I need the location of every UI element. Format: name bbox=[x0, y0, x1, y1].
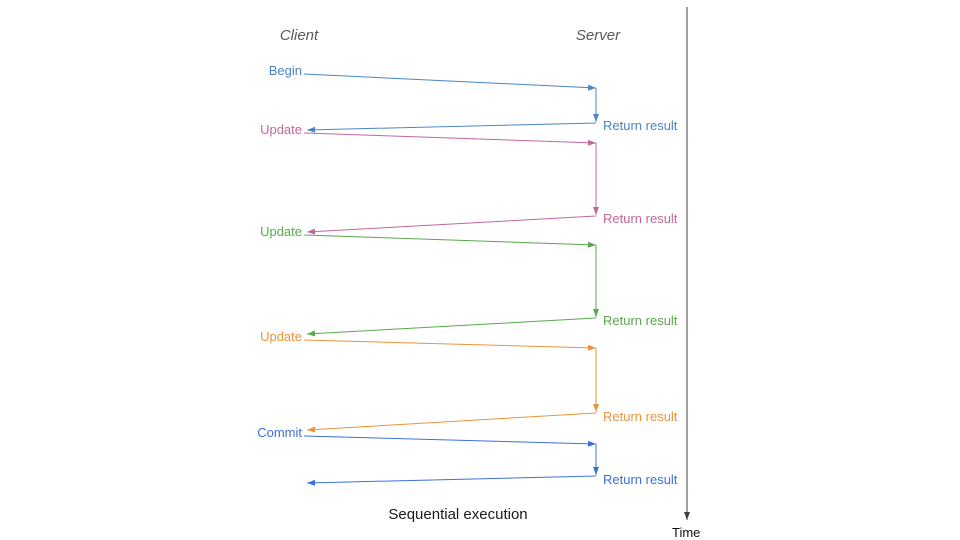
request-arrow bbox=[303, 73, 597, 91]
return-label: Return result bbox=[603, 313, 678, 328]
return-arrow bbox=[306, 122, 597, 133]
client-lifeline-header: Client bbox=[279, 27, 319, 44]
time-axis-label: Time bbox=[672, 525, 701, 540]
diagram-title: Sequential execution bbox=[388, 506, 528, 523]
request-label: Update bbox=[260, 329, 302, 344]
request-arrow bbox=[303, 435, 597, 447]
request-label: Update bbox=[260, 224, 302, 239]
return-arrow bbox=[306, 475, 597, 486]
return-label: Return result bbox=[603, 118, 678, 133]
request-arrow bbox=[303, 339, 597, 351]
request-arrow bbox=[303, 132, 597, 146]
request-label: Update bbox=[260, 122, 302, 137]
server-lifeline-header: Server bbox=[575, 27, 621, 44]
request-label: Commit bbox=[257, 425, 302, 440]
return-arrow bbox=[306, 412, 597, 433]
request-arrow bbox=[303, 234, 597, 248]
request-label: Begin bbox=[268, 63, 302, 78]
return-arrow bbox=[306, 215, 597, 235]
return-label: Return result bbox=[603, 409, 678, 424]
return-label: Return result bbox=[603, 472, 678, 487]
return-label: Return result bbox=[603, 211, 678, 226]
return-arrow bbox=[306, 317, 597, 337]
